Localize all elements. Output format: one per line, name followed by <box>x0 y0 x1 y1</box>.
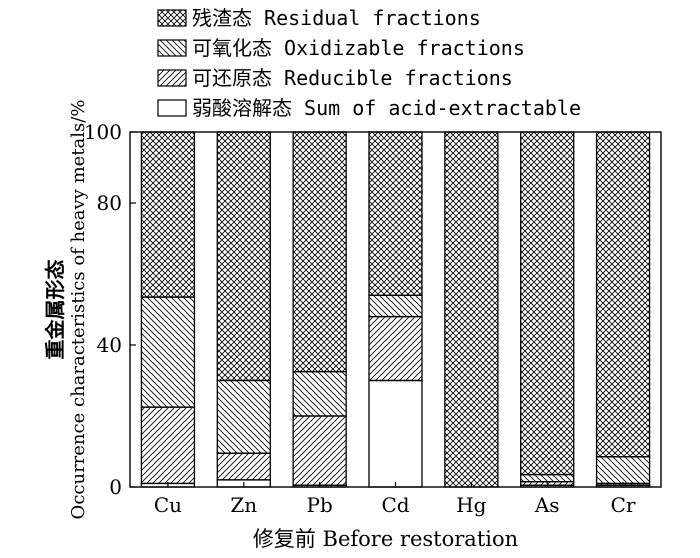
bar-segment-cd-s3 <box>368 131 423 296</box>
legend: 残渣态 Residual fractions 可氧化态 Oxidizable fr… <box>157 6 581 120</box>
bar-segment-zn-s3 <box>216 131 271 382</box>
bar-segment-zn-s1 <box>216 452 271 481</box>
plot-area <box>140 131 651 488</box>
x-tick-label: Zn <box>230 493 257 517</box>
x-tick-label: Cu <box>154 493 182 517</box>
x-tick-label: Hg <box>456 493 486 517</box>
bar-segment-cd-s1 <box>368 315 423 382</box>
bar-segment-cr-s3 <box>595 131 651 458</box>
x-tick-label: Pb <box>307 493 333 517</box>
bar-segment-cd-s2 <box>368 294 423 318</box>
bar-segment-cu-s2 <box>140 296 196 408</box>
bar-segment-as-s2 <box>520 473 575 483</box>
y-tick-label: 40 <box>97 333 122 357</box>
bar-segment-pb-s3 <box>292 131 347 373</box>
bar-segment-pb-s2 <box>292 370 347 417</box>
bar-segment-cu-s3 <box>140 131 196 298</box>
bar-segment-hg-s3 <box>444 131 499 488</box>
bar-segment-pb-s1 <box>292 415 347 486</box>
legend-swatch-none <box>157 99 187 117</box>
x-tick-label: As <box>534 493 560 517</box>
legend-label: 可还原态 Reducible fractions <box>192 66 513 90</box>
x-tick-label: Cd <box>381 493 409 517</box>
y-axis-label-cn: 重金属形态 <box>43 260 67 360</box>
legend-label: 弱酸溶解态 Sum of acid-extractable <box>192 96 581 120</box>
legend-swatch-crosshatch <box>157 9 187 27</box>
y-tick-label: 80 <box>97 191 122 215</box>
bar-segment-cd-s0 <box>368 379 423 488</box>
legend-swatch-diag-right <box>157 69 187 87</box>
bar-segment-as-s3 <box>520 131 575 476</box>
legend-label: 残渣态 Residual fractions <box>192 6 481 30</box>
y-axis-label-en: Occurrence characteristics of heavy meta… <box>68 100 89 520</box>
bar-segment-cu-s1 <box>140 406 196 485</box>
y-axis-label: 重金属形态Occurrence characteristics of heavy… <box>43 100 89 520</box>
bar-segment-cr-s2 <box>595 456 651 485</box>
y-tick-label: 0 <box>109 475 122 499</box>
x-tick-label: Cr <box>611 493 636 517</box>
bar-segment-zn-s2 <box>216 379 271 454</box>
legend-swatch-diag-left <box>157 39 187 57</box>
y-tick-label: 100 <box>84 120 122 144</box>
x-axis-label: 修复前 Before restoration <box>253 527 518 551</box>
legend-label: 可氧化态 Oxidizable fractions <box>192 36 525 60</box>
plot-frame <box>129 131 662 488</box>
